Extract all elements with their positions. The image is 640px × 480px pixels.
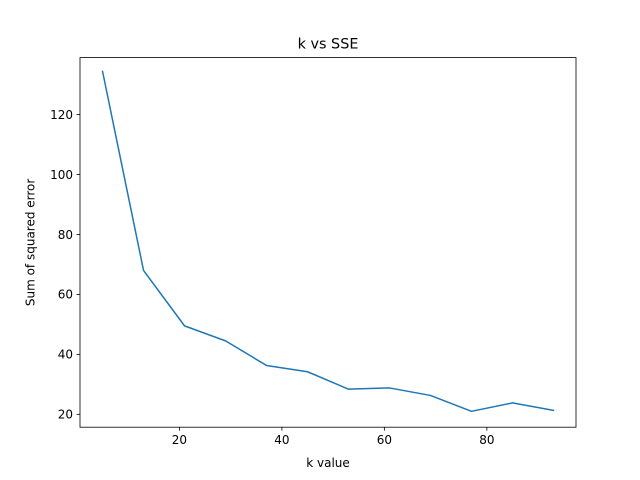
x-tick-label: 80 <box>479 433 494 447</box>
y-tick-label: 40 <box>58 348 73 362</box>
axes-layer: 20 40 60 80 20 40 60 80 100 120 <box>50 108 494 447</box>
y-axis-label: Sum of squared error <box>24 179 38 307</box>
y-tick-label: 20 <box>58 408 73 422</box>
x-tick-label: 40 <box>274 433 289 447</box>
series-line <box>101 70 555 413</box>
x-tick-label: 20 <box>172 433 187 447</box>
y-tick-label: 60 <box>58 288 73 302</box>
y-tick-label: 120 <box>50 108 73 122</box>
x-tick-label: 60 <box>377 433 392 447</box>
y-tick-label: 80 <box>58 228 73 242</box>
series-layer <box>101 70 555 413</box>
plot-frame <box>79 57 577 428</box>
x-axis-label: k value <box>306 456 350 470</box>
y-tick-label: 100 <box>50 168 73 182</box>
chart-title: k vs SSE <box>298 37 359 53</box>
